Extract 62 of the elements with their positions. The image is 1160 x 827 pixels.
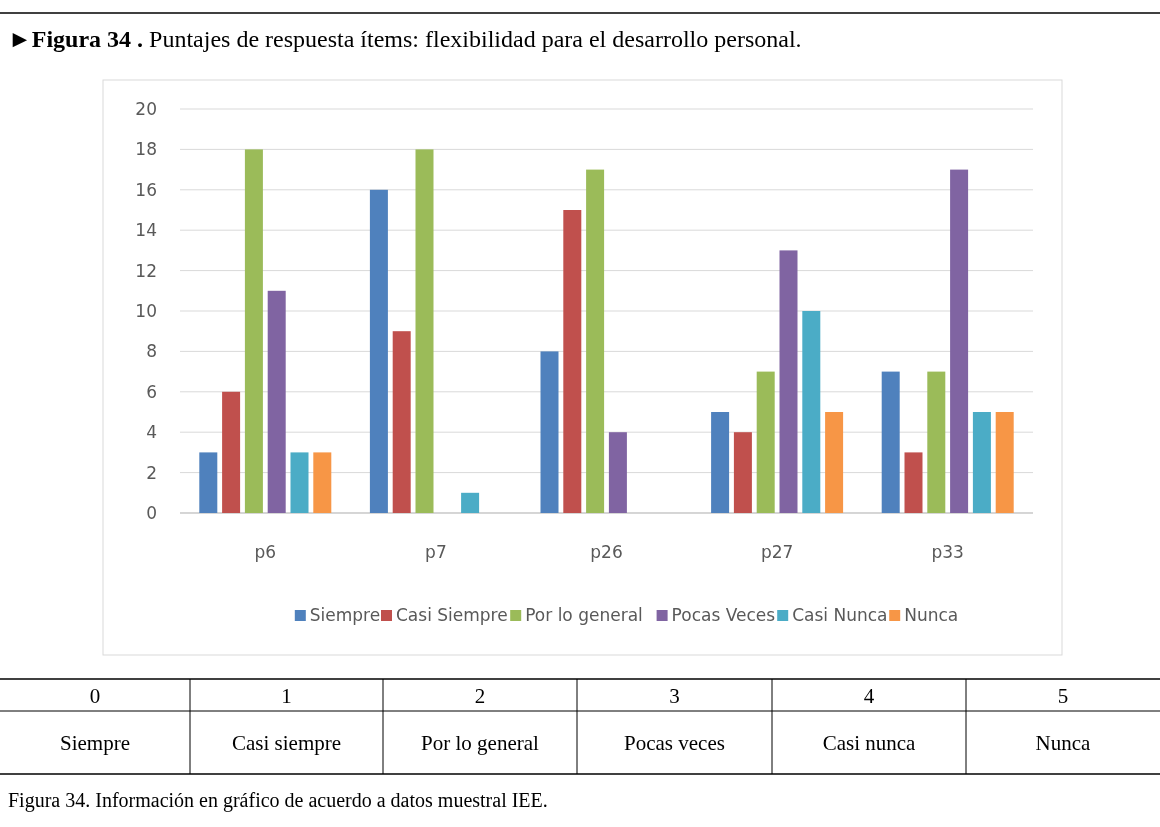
legend-label: Casi Siempre — [396, 605, 508, 625]
text: Nunca — [1035, 731, 1092, 755]
bar — [825, 412, 844, 513]
bar — [904, 452, 923, 513]
bar — [313, 452, 332, 513]
x-tick-label: p26 — [590, 542, 623, 562]
text: 5 — [1057, 684, 1069, 708]
bar — [779, 250, 798, 513]
bar — [222, 391, 241, 513]
y-tick-label: 10 — [135, 301, 157, 321]
text: Figura 34. Información en gráfico de acuerdo a datos muestral IEE. — [8, 789, 548, 812]
bar — [369, 189, 388, 513]
bar — [756, 371, 775, 513]
bar — [950, 169, 969, 513]
bar — [563, 210, 582, 513]
bar — [608, 432, 627, 513]
y-tick-label: 0 — [146, 503, 157, 523]
x-tick-label: p33 — [931, 542, 964, 562]
y-tick-label: 16 — [135, 179, 157, 200]
text: 0 — [89, 684, 101, 708]
y-tick-label: 4 — [146, 422, 157, 443]
x-tick-label: p7 — [425, 542, 447, 562]
legend-label: Pocas Veces — [671, 605, 776, 625]
bar — [540, 351, 559, 513]
bar — [244, 149, 263, 513]
bar — [461, 492, 480, 513]
bar — [199, 452, 218, 513]
bar — [586, 169, 605, 513]
y-tick-label: 2 — [146, 462, 157, 483]
bar — [881, 371, 900, 513]
text: 3 — [669, 684, 680, 708]
legend-label: Casi Nunca — [792, 605, 888, 625]
y-tick-label: 12 — [135, 260, 157, 281]
bar — [733, 432, 752, 513]
legend-label: Siempre — [309, 605, 381, 625]
text: Por lo general — [421, 731, 540, 755]
x-tick-label: p27 — [760, 542, 794, 562]
text: Pocas veces — [624, 731, 725, 755]
text: 4 — [863, 684, 875, 708]
text: Siempre — [60, 731, 130, 755]
y-tick-label: 20 — [135, 99, 157, 119]
legend-label: Nunca — [904, 605, 959, 625]
bar — [392, 331, 411, 513]
bar — [415, 149, 434, 513]
y-tick-label: 18 — [135, 139, 157, 160]
bar — [927, 371, 946, 513]
y-tick-label: 6 — [146, 381, 157, 402]
y-tick-label: 8 — [146, 341, 157, 362]
bar — [972, 412, 991, 513]
legend-label: Por lo general — [525, 605, 643, 625]
chart-title: ►Figura 34 . Puntajes de respuesta ítems: flexibilidad para el desarrollo personal. — [8, 26, 802, 52]
x-tick-label: p6 — [254, 542, 277, 562]
text: 2 — [474, 684, 486, 708]
bar — [802, 311, 821, 513]
bar — [290, 452, 309, 513]
text: Casi siempre — [231, 731, 342, 755]
bar — [267, 290, 286, 513]
bar — [995, 412, 1014, 513]
y-tick-label: 14 — [135, 220, 157, 241]
text: 1 — [281, 684, 292, 708]
text: Casi nunca — [822, 731, 917, 755]
bar — [711, 412, 730, 513]
